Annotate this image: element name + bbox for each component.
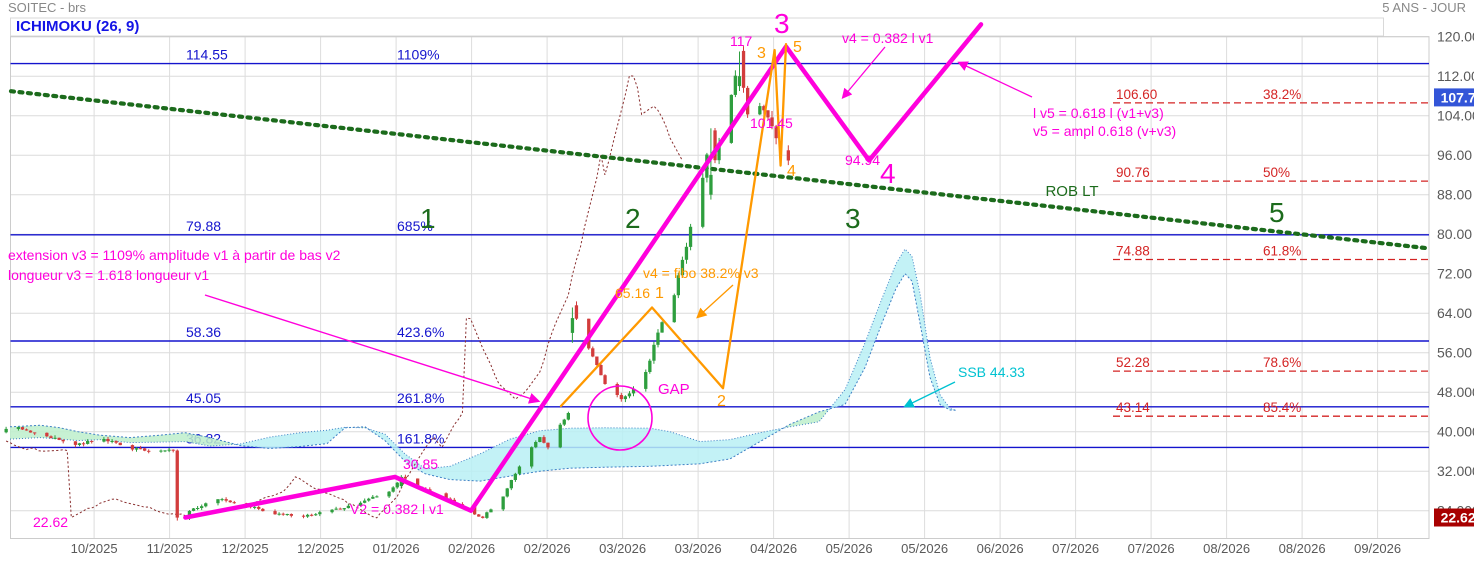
svg-text:07/2026: 07/2026: [1052, 541, 1099, 556]
svg-text:52.28: 52.28: [1116, 355, 1150, 370]
svg-text:08/2026: 08/2026: [1279, 541, 1326, 556]
svg-text:88.00: 88.00: [1437, 187, 1472, 203]
svg-text:32.000: 32.000: [1437, 463, 1474, 479]
svg-text:2: 2: [717, 393, 726, 410]
svg-text:3: 3: [845, 203, 861, 234]
svg-text:80.00: 80.00: [1437, 226, 1472, 242]
svg-text:3: 3: [774, 8, 790, 39]
svg-text:l v5 = 0.618 l (v1+v3): l v5 = 0.618 l (v1+v3): [1033, 105, 1164, 121]
svg-text:longueur v3 = 1.618 longueur v: longueur v3 = 1.618 longueur v1: [8, 267, 209, 283]
svg-text:01/2026: 01/2026: [373, 541, 420, 556]
svg-text:04/2026: 04/2026: [750, 541, 797, 556]
svg-text:106.60: 106.60: [1116, 87, 1157, 102]
svg-text:10/2025: 10/2025: [71, 541, 118, 556]
svg-text:90.76: 90.76: [1116, 165, 1150, 180]
svg-text:117: 117: [730, 33, 753, 49]
svg-text:v5 = ampl 0.618 (v+v3): v5 = ampl 0.618 (v+v3): [1033, 123, 1176, 139]
svg-text:64.00: 64.00: [1437, 305, 1472, 321]
svg-text:48.000: 48.000: [1437, 384, 1474, 400]
svg-text:1: 1: [420, 203, 436, 234]
svg-text:79.88: 79.88: [186, 218, 221, 234]
svg-text:1109%: 1109%: [397, 47, 440, 63]
svg-text:4: 4: [880, 158, 896, 189]
svg-text:30.85: 30.85: [403, 456, 438, 472]
svg-text:78.6%: 78.6%: [1263, 355, 1301, 370]
svg-text:2: 2: [625, 203, 641, 234]
svg-text:12/2025: 12/2025: [297, 541, 344, 556]
svg-text:09/2026: 09/2026: [1354, 541, 1401, 556]
svg-text:85.4%: 85.4%: [1263, 400, 1301, 415]
svg-text:06/2026: 06/2026: [977, 541, 1024, 556]
svg-text:03/2026: 03/2026: [599, 541, 646, 556]
svg-text:v4 = 0.382 l v1: v4 = 0.382 l v1: [842, 30, 934, 46]
svg-text:161.8%: 161.8%: [397, 430, 444, 446]
svg-text:43.14: 43.14: [1116, 400, 1150, 415]
svg-text:74.88: 74.88: [1116, 244, 1150, 259]
svg-text:4: 4: [787, 163, 796, 180]
svg-text:05/2026: 05/2026: [901, 541, 948, 556]
svg-text:05/2026: 05/2026: [826, 541, 873, 556]
svg-text:58.36: 58.36: [186, 324, 221, 340]
svg-text:94.94: 94.94: [845, 152, 880, 168]
svg-text:11/2025: 11/2025: [147, 541, 193, 556]
svg-text:61.8%: 61.8%: [1263, 244, 1301, 259]
svg-text:120.00: 120.00: [1437, 29, 1474, 45]
svg-text:5 ANS - JOUR: 5 ANS - JOUR: [1382, 0, 1466, 15]
svg-text:02/2026: 02/2026: [448, 541, 495, 556]
svg-text:423.6%: 423.6%: [397, 324, 444, 340]
svg-text:extension v3 = 1109% amplitude: extension v3 = 1109% amplitude v1 à part…: [8, 247, 341, 263]
svg-text:107.70: 107.70: [1441, 89, 1474, 105]
svg-text:40.000: 40.000: [1437, 424, 1474, 440]
svg-text:112.00: 112.00: [1437, 68, 1474, 84]
svg-text:22.62: 22.62: [33, 514, 68, 530]
svg-text:GAP: GAP: [658, 381, 690, 398]
svg-text:SOITEC - brs: SOITEC - brs: [8, 0, 87, 15]
svg-text:12/2025: 12/2025: [222, 541, 269, 556]
svg-text:50%: 50%: [1263, 165, 1290, 180]
svg-text:SSB 44.33: SSB 44.33: [958, 364, 1025, 380]
svg-text:03/2026: 03/2026: [675, 541, 722, 556]
svg-text:22.620: 22.620: [1441, 510, 1474, 526]
svg-text:1: 1: [655, 285, 664, 302]
svg-text:45.05: 45.05: [186, 390, 221, 406]
svg-text:65.16: 65.16: [615, 285, 650, 301]
svg-text:72.00: 72.00: [1437, 266, 1472, 282]
svg-text:56.00: 56.00: [1437, 345, 1472, 361]
svg-text:07/2026: 07/2026: [1128, 541, 1175, 556]
svg-text:ICHIMOKU (26, 9): ICHIMOKU (26, 9): [16, 18, 139, 35]
svg-text:96.00: 96.00: [1437, 147, 1472, 163]
svg-text:V2 = 0.382 l v1: V2 = 0.382 l v1: [350, 501, 444, 517]
svg-text:261.8%: 261.8%: [397, 390, 444, 406]
svg-text:101.45: 101.45: [750, 115, 793, 131]
svg-text:02/2026: 02/2026: [524, 541, 571, 556]
svg-text:38.2%: 38.2%: [1263, 87, 1301, 102]
svg-text:3: 3: [757, 45, 766, 62]
svg-text:5: 5: [1269, 197, 1285, 228]
svg-text:114.55: 114.55: [186, 47, 228, 63]
svg-text:ROB LT: ROB LT: [1045, 183, 1098, 200]
svg-text:08/2026: 08/2026: [1203, 541, 1250, 556]
svg-text:5: 5: [793, 39, 802, 56]
svg-text:104.00: 104.00: [1437, 108, 1474, 124]
svg-text:v4 = fibo 38.2% v3: v4 = fibo 38.2% v3: [643, 265, 759, 281]
